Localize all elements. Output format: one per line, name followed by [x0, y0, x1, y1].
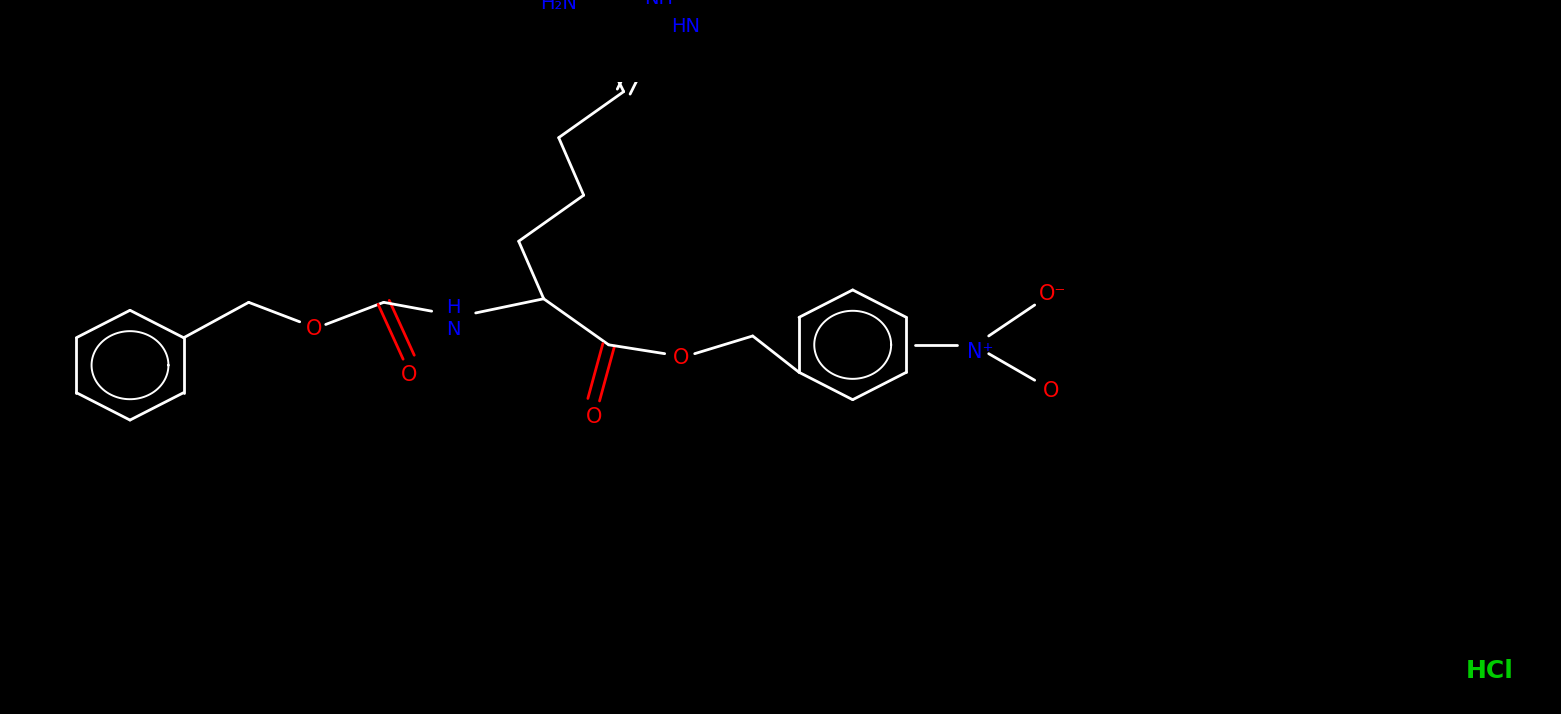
Text: HN: HN — [671, 17, 701, 36]
Text: O: O — [1043, 381, 1058, 401]
Text: NH: NH — [645, 0, 673, 8]
Text: O: O — [401, 365, 417, 385]
Text: O: O — [673, 348, 688, 368]
Text: O⁻: O⁻ — [1040, 284, 1066, 304]
Text: N⁺: N⁺ — [968, 342, 994, 362]
Text: O: O — [306, 319, 322, 339]
Text: H₂N: H₂N — [540, 0, 578, 13]
Text: O: O — [585, 408, 603, 428]
Text: H
N: H N — [446, 298, 460, 338]
Text: HCl: HCl — [1466, 658, 1514, 683]
